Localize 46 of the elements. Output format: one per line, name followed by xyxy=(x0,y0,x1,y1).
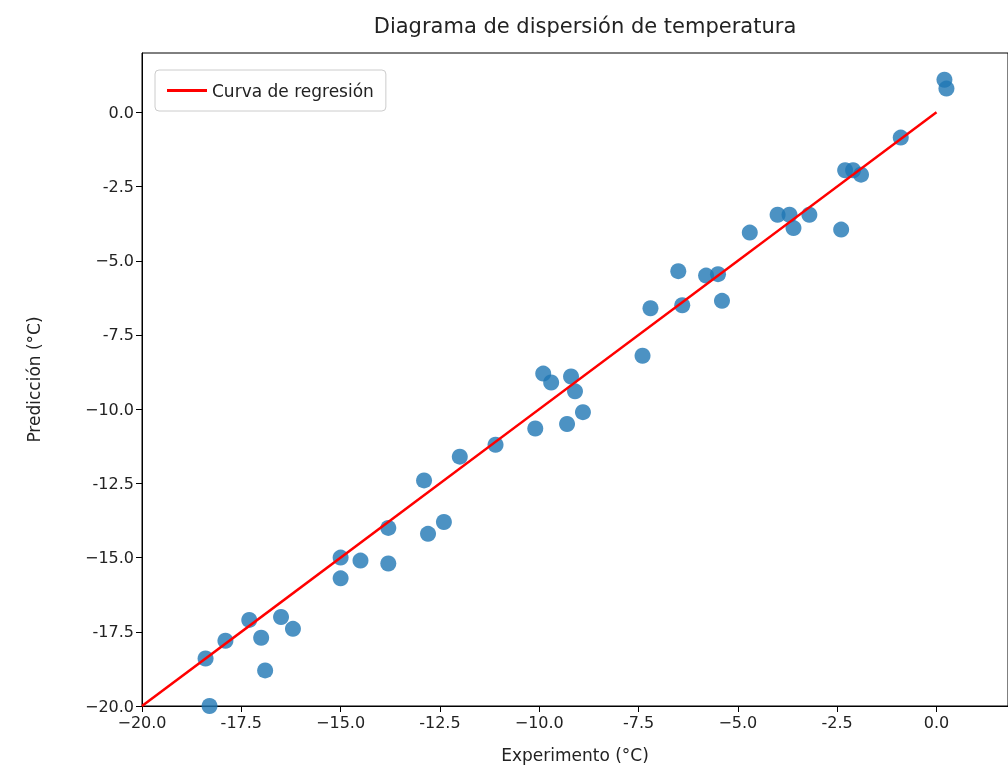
x-tick-label: −15.0 xyxy=(316,712,366,732)
point xyxy=(938,80,955,97)
point xyxy=(420,525,437,542)
point xyxy=(201,698,218,714)
y-tick-label: -7.5 xyxy=(102,325,134,345)
point xyxy=(563,368,580,385)
y-tick-label: 0.0 xyxy=(108,102,134,122)
point xyxy=(741,224,758,241)
point xyxy=(332,570,349,587)
point xyxy=(833,221,850,238)
point xyxy=(642,300,659,317)
point xyxy=(574,404,591,421)
point xyxy=(380,555,397,572)
point xyxy=(714,292,730,309)
point xyxy=(253,629,270,646)
point xyxy=(567,383,583,400)
x-axis-title: Experimento (°C) xyxy=(501,744,649,765)
y-tick-label: -12.5 xyxy=(92,473,134,493)
point xyxy=(451,448,468,465)
point xyxy=(670,263,687,280)
point xyxy=(435,513,452,530)
point xyxy=(257,662,274,679)
x-tick-label: −10.0 xyxy=(514,712,564,732)
y-tick-label: −15.0 xyxy=(84,548,134,568)
legend-label: Curva de regresión xyxy=(212,80,374,101)
x-tick-label: -17.5 xyxy=(220,712,263,732)
point xyxy=(559,416,576,433)
x-tick-label: 0.0 xyxy=(923,712,950,732)
point xyxy=(416,472,433,489)
x-tick-label: -7.5 xyxy=(622,712,655,732)
x-tick-label: -2.5 xyxy=(821,712,853,732)
point xyxy=(543,374,560,391)
point xyxy=(785,220,802,237)
point xyxy=(352,552,369,569)
y-axis-title: Predicción (°C) xyxy=(23,316,44,443)
chart-title: Diagrama de dispersión de temperatura xyxy=(373,13,797,38)
y-tick-label: −10.0 xyxy=(84,399,134,419)
x-tick-label: -12.5 xyxy=(419,712,461,732)
point xyxy=(273,608,290,625)
x-tick-label: −5.0 xyxy=(718,712,758,732)
y-tick-label: -17.5 xyxy=(92,622,134,642)
point xyxy=(527,420,544,437)
y-tick-label: −5.0 xyxy=(95,251,134,271)
point xyxy=(284,620,301,637)
point xyxy=(634,347,651,364)
y-tick-label: -2.5 xyxy=(102,177,134,197)
